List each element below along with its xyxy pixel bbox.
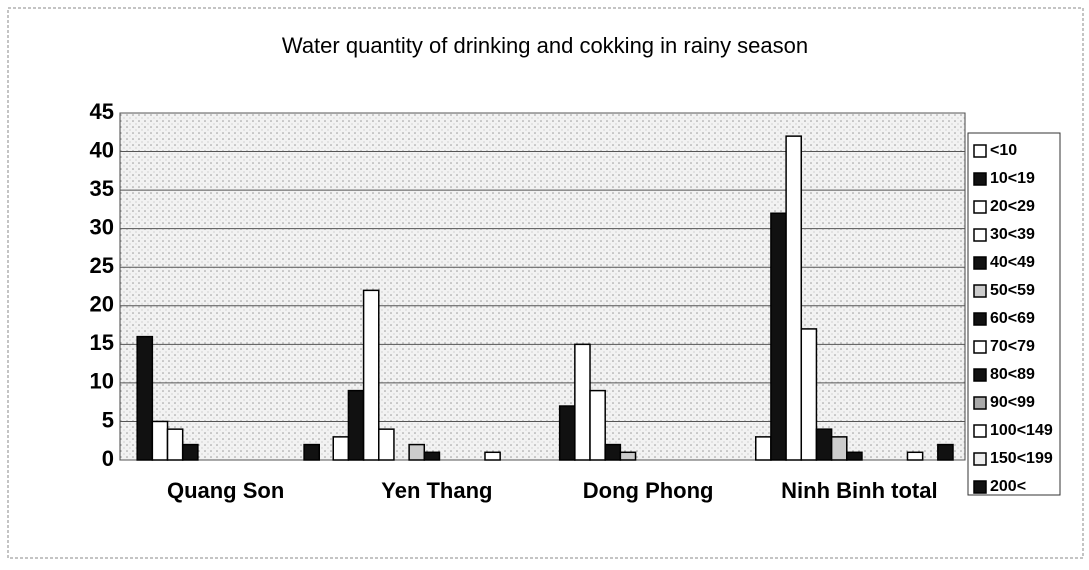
legend-swatch [973, 144, 987, 158]
bar [151, 420, 169, 461]
legend-swatch [973, 424, 987, 438]
legend-label: 20<29 [990, 198, 1035, 215]
bar [906, 451, 924, 461]
bar [181, 443, 199, 461]
legend-swatch [973, 340, 987, 354]
bar [604, 443, 622, 461]
legend-label: 80<89 [990, 366, 1035, 383]
bar [166, 428, 184, 461]
legend-label: 40<49 [990, 254, 1035, 271]
x-tick-label: Ninh Binh total [781, 478, 937, 503]
legend-label: 100<149 [990, 422, 1053, 439]
legend-swatch [973, 480, 987, 494]
legend-label: 10<19 [990, 170, 1035, 187]
legend-label: 150<199 [990, 450, 1053, 467]
y-tick-label: 5 [102, 407, 114, 432]
bar [619, 451, 637, 461]
y-tick-label: 30 [90, 214, 114, 239]
bar [846, 451, 863, 461]
x-tick-label: Quang Son [167, 478, 284, 503]
bar [332, 436, 350, 461]
bar [484, 451, 501, 461]
bar [558, 405, 576, 461]
legend-swatch [973, 368, 987, 382]
bar [136, 335, 154, 461]
bar [770, 212, 787, 461]
legend-swatch [973, 312, 987, 326]
plot-area [119, 112, 966, 461]
y-tick-label: 40 [90, 137, 114, 162]
legend-label: 50<59 [990, 282, 1035, 299]
x-tick-label: Dong Phong [583, 478, 714, 503]
legend-label: 60<69 [990, 310, 1035, 327]
y-tick-label: 35 [90, 176, 114, 201]
legend-swatch [973, 284, 987, 298]
legend-label: 90<99 [990, 394, 1035, 411]
bar [830, 436, 848, 461]
bar [785, 135, 803, 461]
legend-swatch [973, 256, 987, 270]
y-tick-label: 0 [102, 446, 114, 471]
y-tick-label: 25 [90, 253, 114, 278]
bar [408, 443, 426, 461]
y-tick-label: 15 [90, 330, 114, 355]
x-tick-label: Yen Thang [381, 478, 492, 503]
bar [755, 436, 772, 461]
bar [800, 328, 818, 461]
y-tick-label: 10 [90, 369, 114, 394]
bar [815, 428, 833, 461]
legend-label: 30<39 [990, 226, 1035, 243]
bar [347, 389, 365, 461]
y-tick-label: 45 [90, 99, 114, 124]
bar [378, 428, 395, 461]
legend-label: 70<79 [990, 338, 1035, 355]
chart-title: Water quantity of drinking and cokking i… [282, 33, 808, 58]
bar [589, 389, 606, 461]
bar [362, 289, 380, 461]
legend-swatch [973, 200, 987, 214]
legend-swatch [973, 172, 987, 186]
y-tick-label: 20 [90, 292, 114, 317]
legend-swatch [973, 396, 987, 410]
legend-label: <10 [990, 142, 1017, 159]
bar [423, 451, 441, 461]
bar [303, 443, 321, 461]
bar [574, 343, 591, 461]
legend-label: 200< [990, 478, 1026, 495]
legend-swatch [973, 228, 987, 242]
legend-swatch [973, 452, 987, 466]
bar [937, 443, 954, 461]
